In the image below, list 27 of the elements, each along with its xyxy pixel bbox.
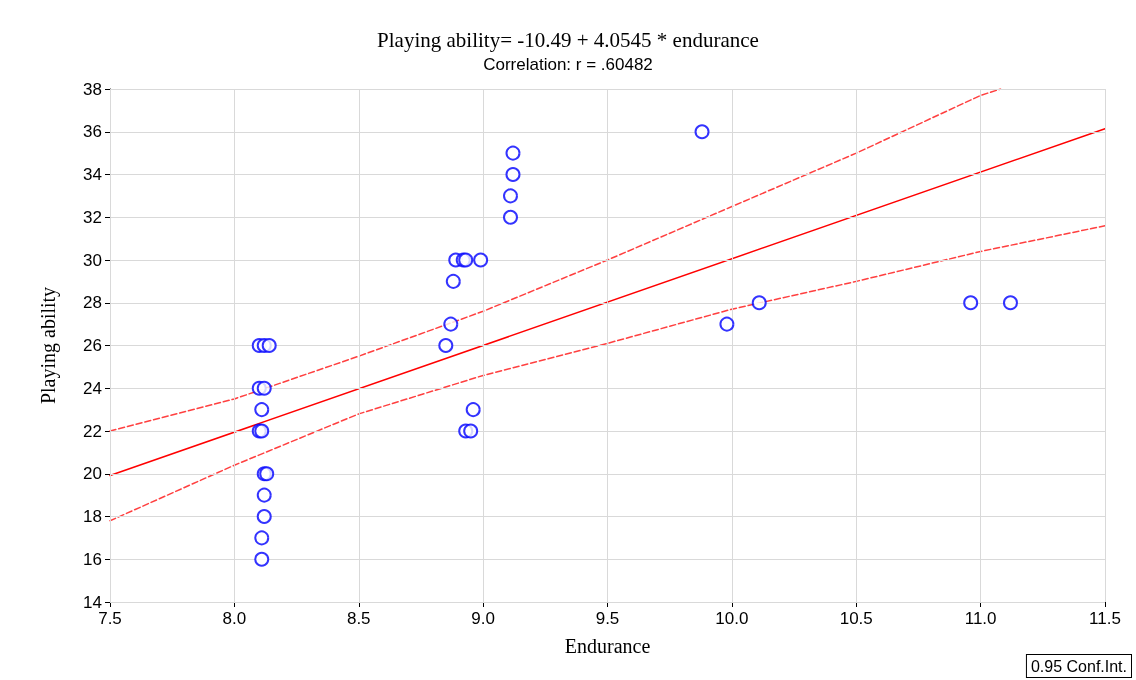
x-tick-label: 11.0 [964,609,997,628]
x-tick-label: 9.5 [595,609,620,628]
y-tick-label: 18 [83,507,102,526]
x-tick-label: 10.5 [839,609,873,628]
y-tick-label: 38 [83,79,102,99]
x-tick-label: 7.5 [98,609,122,628]
y-tick-label: 30 [83,250,102,270]
y-tick-label: 14 [83,592,102,612]
y-axis-title: Playing ability [37,286,60,405]
y-tick-label: 16 [83,549,102,569]
y-tick-label: 20 [83,464,102,484]
x-tick-label: 8.0 [222,609,247,628]
y-tick-label: 34 [83,165,102,184]
x-tick-label: 8.5 [346,609,371,628]
y-tick-label: 28 [83,293,102,313]
chart-title: Playing ability= -10.49 + 4.0545 * endurance [377,27,759,52]
y-tick-label: 22 [83,421,102,441]
y-tick-label: 26 [83,336,102,355]
x-axis-title: Endurance [564,635,651,657]
y-tick-label: 36 [83,122,102,142]
y-tick-label: 32 [83,207,102,227]
text: 0.95 Conf.Int. [1030,657,1127,675]
x-tick-label: 10.0 [715,609,749,628]
y-tick-label: 24 [83,378,102,398]
x-tick-label: 11.5 [1089,609,1121,628]
chart-subtitle: Correlation: r = .60482 [483,55,653,74]
x-tick-label: 9.0 [471,609,495,628]
